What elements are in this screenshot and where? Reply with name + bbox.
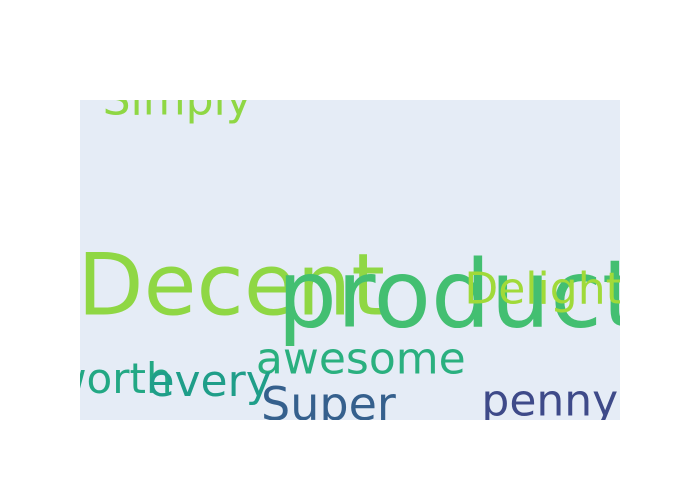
word-awesome: awesome bbox=[256, 334, 466, 385]
word-product: product bbox=[277, 241, 620, 350]
word-super: Super bbox=[261, 377, 396, 420]
word-every: every bbox=[147, 356, 271, 407]
plot-area: Simply DecentproductDelightful awesome wort… bbox=[80, 100, 620, 420]
word-delightful: Delightful bbox=[464, 263, 620, 314]
word-simply: Simply bbox=[103, 100, 252, 126]
word-decent: Decent bbox=[80, 236, 385, 336]
word-penny: penny bbox=[481, 375, 618, 420]
word-worth: worth bbox=[80, 354, 173, 403]
word-cloud: Simply DecentproductDelightful awesome wort… bbox=[80, 100, 620, 420]
